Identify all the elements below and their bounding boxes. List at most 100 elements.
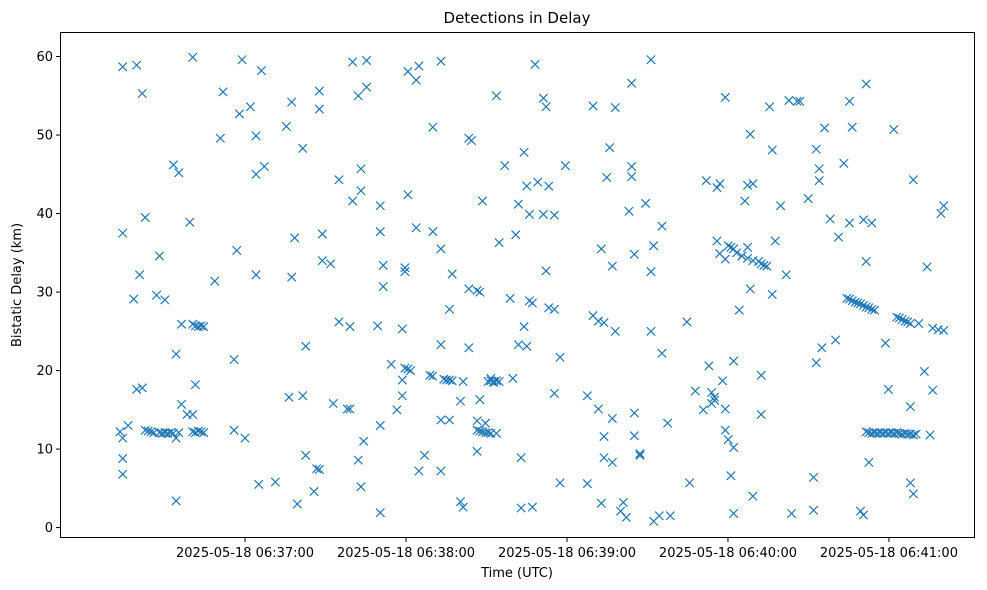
data-point <box>229 425 239 435</box>
data-point <box>251 169 261 179</box>
data-point <box>808 472 819 482</box>
data-point <box>511 230 521 240</box>
data-point <box>662 418 673 428</box>
data-point <box>911 429 921 439</box>
data-point <box>936 208 946 219</box>
data-point <box>427 371 438 381</box>
data-point <box>171 433 181 443</box>
data-point <box>720 92 730 102</box>
data-point <box>814 164 824 174</box>
data-point <box>605 142 615 153</box>
data-point <box>146 427 156 437</box>
data-point <box>312 464 322 474</box>
y-tick-label: 60 <box>36 50 53 65</box>
data-point <box>527 298 538 308</box>
y-tick-label: 30 <box>36 286 53 301</box>
data-point <box>466 135 477 146</box>
data-point <box>861 256 871 267</box>
data-point <box>530 59 540 70</box>
data-point <box>284 392 294 402</box>
data-point <box>770 236 780 246</box>
data-point <box>436 415 446 425</box>
data-point <box>522 181 532 191</box>
data-point <box>538 209 549 219</box>
data-point <box>756 370 766 380</box>
data-point <box>618 497 628 508</box>
data-point <box>858 215 869 225</box>
data-point <box>922 262 932 272</box>
data-point <box>154 251 165 261</box>
data-point <box>281 121 291 132</box>
data-point <box>229 354 239 365</box>
data-point <box>477 196 488 206</box>
data-point <box>436 244 446 254</box>
x-tick-label: 2025-05-18 06:39:00 <box>498 546 636 561</box>
data-point <box>762 261 772 271</box>
data-point <box>928 323 938 333</box>
data-point <box>480 418 491 428</box>
data-point <box>516 453 526 463</box>
data-point <box>160 295 170 305</box>
data-point <box>403 190 413 200</box>
data-point <box>588 101 598 111</box>
data-point <box>378 281 388 292</box>
data-point <box>375 201 385 211</box>
data-point <box>400 363 410 373</box>
data-point <box>472 446 482 457</box>
data-point <box>764 102 775 112</box>
data-point <box>251 131 261 141</box>
data-point <box>767 289 777 300</box>
data-point <box>444 415 455 425</box>
data-point <box>742 242 753 252</box>
data-point <box>627 161 637 172</box>
data-point <box>889 124 899 135</box>
data-point <box>472 285 482 296</box>
data-point <box>549 304 560 314</box>
y-tick-label: 10 <box>36 443 53 458</box>
data-point <box>905 478 916 488</box>
data-point <box>134 270 145 280</box>
data-point <box>803 194 813 204</box>
data-point <box>706 387 717 398</box>
data-point <box>348 57 358 67</box>
data-point <box>118 433 128 443</box>
data-point <box>361 82 372 92</box>
data-point <box>629 431 639 441</box>
data-point <box>455 396 466 406</box>
data-point <box>593 404 604 414</box>
data-point <box>486 373 496 384</box>
data-point <box>541 102 551 112</box>
data-point <box>621 512 631 522</box>
data-point <box>143 426 153 436</box>
data-point <box>847 122 857 132</box>
data-point <box>908 489 918 499</box>
data-point <box>298 391 308 401</box>
data-point <box>392 405 402 415</box>
data-point <box>853 298 863 308</box>
data-point <box>861 427 871 437</box>
data-point <box>356 164 366 174</box>
data-point <box>519 321 529 332</box>
data-point <box>582 478 593 489</box>
data-point <box>419 450 430 460</box>
data-point <box>464 343 474 353</box>
data-point <box>723 241 733 251</box>
data-point <box>742 253 753 263</box>
data-point <box>867 218 877 228</box>
data-point <box>607 413 617 424</box>
data-point <box>640 198 651 208</box>
data-point <box>444 375 455 385</box>
data-point <box>356 186 366 196</box>
data-point <box>475 394 485 405</box>
data-point <box>649 241 659 251</box>
data-point <box>237 55 247 65</box>
data-point <box>259 161 269 172</box>
data-point <box>414 466 424 476</box>
data-point <box>372 321 383 331</box>
data-point <box>734 305 744 315</box>
data-point <box>742 180 753 190</box>
data-point <box>436 56 446 66</box>
data-point <box>245 102 256 112</box>
data-point <box>458 376 468 387</box>
data-point <box>256 66 267 76</box>
